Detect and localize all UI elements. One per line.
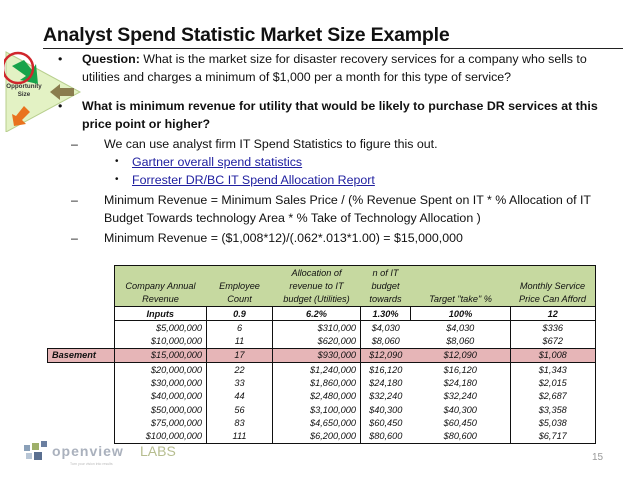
svg-text:Size: Size [18,91,31,98]
table-cell: $2,015 [510,376,596,390]
slide-title: Analyst Spend Statistic Market Size Exam… [43,24,623,49]
basement-label: Basement [47,347,115,364]
table-cell: $6,200,000 [272,429,361,444]
table-cell: $60,450 [369,417,403,428]
table-cell: $1,860,000 [272,376,361,390]
table-cell: $672 [510,334,596,349]
table-cell: $24,180 [410,376,511,390]
svg-text:LABS: LABS [140,443,176,459]
market-size-table: Allocation of n of IT Company Annual Emp… [47,265,596,444]
input-months: 12 [510,305,596,322]
table-cell: $80,600 [360,429,411,444]
table-row: $30,000,000 33 $1,860,000 $24,180 $24,180 $2,… [48,376,596,390]
table-cell: $1,343 [510,362,596,377]
arrow-down-right-icon [12,60,38,84]
table-cell: 17 [206,347,273,364]
page-number: 15 [592,452,604,463]
table-cell: 111 [206,429,273,444]
sub-bullet-analyst: – We can use analyst firm IT Spend Stati… [71,137,438,151]
openview-labs-logo: openview LABS Turn your vision into resu… [24,441,176,466]
table-cell: $24,180 [369,378,403,389]
badge-label: Opportunity [6,83,42,90]
table-cell: $1,240,000 [272,362,361,377]
inputs-label: Inputs [113,305,207,322]
table-row: $100,000,000 111 $6,200,000 $80,600 $80,600 $… [48,429,596,444]
table-cell: $32,240 [369,391,403,402]
table-cell: 33 [206,376,273,390]
table-cell: 11 [206,334,273,349]
table-cell: $8,060 [371,336,400,347]
table-cell: $16,120 [410,362,511,377]
table-cell: $40,300 [410,402,511,417]
table-cell: $2,687 [510,389,596,403]
table-row: $40,000,000 44 $2,480,000 $32,240 $32,240 $2,… [48,389,596,403]
input-employee-ratio: 0.9 [206,305,273,322]
table-cell: $4,030 [410,320,511,335]
minimum-revenue-bullet: • What is minimum revenue for utility th… [58,99,598,131]
sub-bullet-formula: – Minimum Revenue = Minimum Sales Price … [71,193,591,225]
table-cell: 56 [206,402,273,417]
table-cell: $2,480,000 [272,389,361,403]
question-label: Question: [82,52,140,66]
table-cell: 44 [206,389,273,403]
table-cell: $20,000,000 [113,362,207,377]
table-cell: $30,000,000 [113,376,207,390]
table-cell: $4,030 [371,322,400,333]
table-cell: $8,060 [410,334,511,349]
table-cell: $40,300 [369,404,403,415]
table-row: Basement $15,000,000 17 $930,000 $12,090 $12,… [47,347,596,364]
table-inputs-row: Inputs 0.9 6.2% 1.30% 100% 12 [47,305,596,322]
table-cell: $40,000,000 [113,389,207,403]
table-cell: $5,000,000 [113,320,207,335]
link-item-forrester: • Forrester DR/BC IT Spend Allocation Re… [115,173,375,187]
input-target-take: 100% [410,305,511,322]
svg-text:Turn your vision into results: Turn your vision into results [70,462,113,466]
table-cell: $310,000 [272,320,361,335]
table-row: $75,000,000 83 $4,650,000 $60,450 $60,450 $5,… [48,416,596,430]
question-bullet: • Question: What is the market size for … [58,52,587,84]
table-row: $20,000,000 22 $1,240,000 $16,120 $16,120 $1,… [48,362,596,377]
gartner-link[interactable]: Gartner overall spend statistics [132,155,303,169]
table-cell: $5,038 [510,416,596,430]
table-cell: 83 [206,416,273,430]
table-cell: $80,600 [410,429,511,444]
minimum-revenue-question: What is minimum revenue for utility that… [82,99,598,131]
table-cell: $16,120 [369,364,403,375]
table-cell: 6 [206,320,273,335]
table-cell: $12,090 [410,347,511,364]
forrester-link[interactable]: Forrester DR/BC IT Spend Allocation Repo… [132,173,375,187]
slide-body: • Question: What is the market size for … [52,50,622,247]
input-it-budget-pct: 1.30% [360,305,411,322]
sub-bullet-calculation: – Minimum Revenue = ($1,008*12)/(.062*.0… [71,231,463,245]
table-cell: $6,717 [510,429,596,444]
table-cell: $60,450 [410,416,511,430]
question-text: What is the market size for disaster rec… [82,52,587,84]
table-cell: $75,000,000 [113,416,207,430]
table-header-row: Allocation of n of IT [47,265,596,280]
arrow-left-icon [50,84,74,100]
table-cell: $12,090 [360,347,411,364]
table-cell: 22 [206,362,273,377]
opportunity-size-badge: Opportunity Size [4,51,82,132]
table-row: $5,000,000 6 $310,000 $4,030 $4,030 $336 [48,320,596,335]
table-cell: $930,000 [272,347,361,364]
input-it-revenue-pct: 6.2% [272,305,361,322]
table-cell: $1,008 [510,347,596,364]
table-cell: $620,000 [272,334,361,349]
table-row: $10,000,000 11 $620,000 $8,060 $8,060 $672 [48,334,596,349]
table-cell: $32,240 [410,389,511,403]
table-cell: $50,000,000 [113,402,207,417]
table-row: $50,000,000 56 $3,100,000 $40,300 $40,300 $3,… [48,402,596,417]
table-cell: $15,000,000 [113,347,207,364]
svg-text:openview: openview [52,443,124,459]
table-cell: $4,650,000 [272,416,361,430]
arrow-up-right-icon [12,106,30,126]
table-cell: $336 [510,320,596,335]
table-cell: $10,000,000 [113,334,207,349]
table-cell: $3,100,000 [272,402,361,417]
table-cell: $100,000,000 [113,429,207,444]
table-cell: $3,358 [510,402,596,417]
link-item-gartner: • Gartner overall spend statistics [115,155,303,169]
